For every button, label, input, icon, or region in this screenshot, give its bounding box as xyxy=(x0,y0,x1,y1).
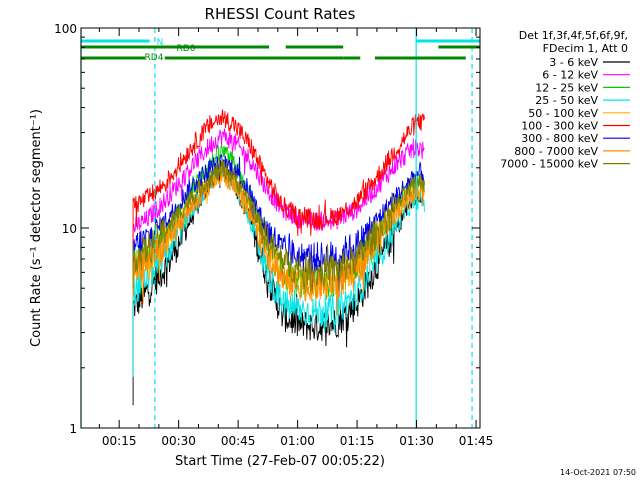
x-tick-label: 01:00 xyxy=(280,434,315,448)
x-tick-label: 00:45 xyxy=(221,434,256,448)
y-tick-label: 1 xyxy=(69,422,77,436)
series-line-8 xyxy=(132,159,425,292)
series-layer xyxy=(132,109,425,406)
legend-label: 6 - 12 keV xyxy=(542,69,598,82)
y-axis-label: Count Rate (s⁻¹ detector segment⁻¹) xyxy=(29,109,44,347)
legend-label: 3 - 6 keV xyxy=(549,56,598,69)
flag-label: RD0 xyxy=(177,44,196,54)
axis-layer: 00:15 00:30 00:45 01:00 01:15 01:30 01:45 1 10 10… xyxy=(54,22,493,448)
flag-rd0: RD0 xyxy=(81,44,480,54)
legend-label: 12 - 25 keV xyxy=(535,81,598,94)
x-tick-label: 00:15 xyxy=(102,434,137,448)
flag-rd4: RD4 xyxy=(81,53,466,63)
legend-label: 7000 - 15000 keV xyxy=(500,158,598,171)
legend-label: 25 - 50 keV xyxy=(535,94,598,107)
x-tick-label: 01:45 xyxy=(459,434,494,448)
legend-label: 50 - 100 keV xyxy=(528,107,598,120)
legend-header: FDecim 1, Att 0 xyxy=(543,42,628,55)
y-tick-label: 100 xyxy=(54,22,77,36)
y-tick-label: 10 xyxy=(62,222,77,236)
legend-header: Det 1f,3f,4f,5f,6f,9f, xyxy=(519,29,628,42)
series-line-6 xyxy=(132,153,425,293)
flag-n: N xyxy=(81,38,480,48)
x-tick-label: 01:30 xyxy=(399,434,434,448)
x-tick-label: 01:15 xyxy=(340,434,375,448)
x-tick-label: 00:30 xyxy=(161,434,196,448)
chart-title: RHESSI Count Rates xyxy=(205,5,356,23)
plot-frame xyxy=(80,27,481,429)
legend: Det 1f,3f,4f,5f,6f,9f,FDecim 1, Att 03 -… xyxy=(500,29,630,171)
legend-label: 800 - 7000 keV xyxy=(514,145,598,158)
footer-timestamp: 14-Oct-2021 07:50 xyxy=(560,468,636,477)
x-axis-label: Start Time (27-Feb-07 00:05:22) xyxy=(175,454,385,469)
flag-label: RD4 xyxy=(145,53,164,63)
flag-label: N xyxy=(157,38,164,48)
legend-label: 100 - 300 keV xyxy=(521,120,598,133)
legend-label: 300 - 800 keV xyxy=(521,132,598,145)
series-line-5 xyxy=(132,109,425,248)
flag-layer: N RD0 RD4 xyxy=(80,28,480,428)
